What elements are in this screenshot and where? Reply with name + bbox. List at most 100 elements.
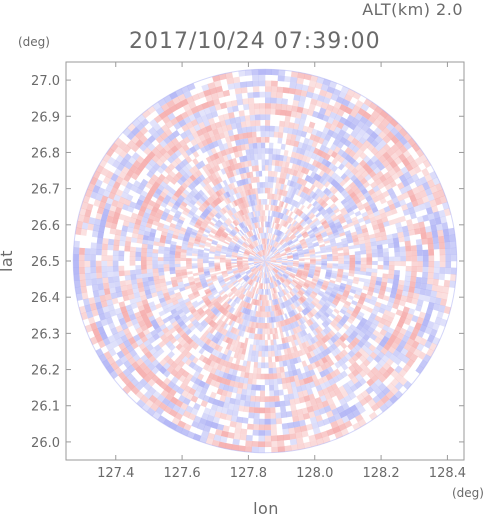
radar-cell [296, 319, 302, 326]
radar-cell [388, 265, 395, 271]
radar-cell [292, 263, 299, 266]
radar-cell [290, 272, 296, 276]
radar-cell [309, 344, 316, 351]
radar-cell [299, 379, 306, 386]
radar-cell [226, 124, 233, 131]
radar-cell [234, 427, 242, 435]
radar-cell [167, 287, 174, 293]
radar-cell [292, 267, 298, 271]
radar-cell [146, 260, 153, 266]
radar-cell [381, 179, 390, 187]
radar-cell [137, 331, 146, 339]
radar-cell [209, 251, 215, 254]
radar-cell [238, 305, 243, 312]
radar-cell [273, 267, 279, 272]
radar-cell [377, 222, 385, 229]
radar-cell [234, 272, 240, 276]
radar-cell [270, 91, 278, 98]
radar-cell [226, 77, 234, 85]
radar-field [72, 68, 458, 454]
radar-cell [129, 256, 136, 261]
radar-cell [237, 364, 243, 372]
radar-cell [262, 289, 264, 295]
radar-cell [248, 255, 255, 258]
radar-cell [367, 188, 376, 196]
radar-cell [269, 239, 272, 245]
radar-cell [282, 172, 287, 179]
radar-cell [355, 261, 361, 265]
radar-cell [225, 280, 232, 285]
radar-cell [354, 305, 362, 312]
radar-cell [371, 309, 379, 316]
radar-cell [264, 266, 265, 273]
radar-cell [339, 308, 347, 315]
radar-cell [252, 429, 260, 436]
radar-cell [294, 208, 300, 215]
radar-cell [391, 283, 399, 290]
radar-cell [261, 272, 263, 278]
radar-cell [306, 163, 313, 170]
radar-cell [182, 198, 190, 205]
radar-cell [324, 174, 332, 182]
radar-cell [246, 290, 251, 297]
radar-cell [240, 209, 245, 216]
radar-cell [262, 255, 265, 261]
radar-cell [245, 69, 253, 76]
radar-cell [268, 317, 272, 323]
radar-cell [299, 185, 305, 192]
radar-cell [195, 162, 203, 170]
radar-cell [422, 181, 430, 191]
radar-cell [169, 409, 178, 418]
radar-cell [203, 254, 209, 258]
radar-cell [131, 118, 141, 128]
radar-cell [347, 142, 356, 150]
radar-cell [216, 295, 222, 301]
radar-cell [242, 214, 247, 221]
radar-cell [210, 274, 217, 279]
radar-cell [411, 255, 418, 262]
radar-cell [139, 378, 148, 387]
radar-cell [271, 362, 277, 368]
radar-cell [268, 311, 271, 318]
radar-cell [306, 388, 314, 396]
radar-cell [349, 261, 356, 265]
radar-cell [233, 151, 240, 158]
radar-cell [286, 268, 292, 271]
radar-cell [282, 343, 287, 350]
radar-cell [268, 233, 270, 239]
radar-cell [362, 155, 371, 164]
radar-cell [181, 243, 188, 248]
radar-cell [265, 249, 266, 256]
radar-cell [266, 283, 268, 290]
radar-cell [309, 381, 316, 389]
radar-cell [321, 321, 328, 329]
radar-cell [163, 307, 171, 314]
radar-cell [242, 383, 248, 390]
radar-cell [351, 354, 359, 362]
radar-cell [283, 281, 289, 287]
radar-cell [325, 288, 332, 294]
radar-cell [338, 186, 345, 194]
radar-cell [261, 339, 265, 346]
radar-cell [416, 197, 425, 206]
radar-cell [254, 299, 257, 306]
radar-cell [208, 174, 215, 182]
radar-cell [401, 355, 410, 364]
radar-cell [291, 268, 298, 272]
radar-cell [301, 407, 309, 415]
radar-cell [428, 261, 435, 268]
radar-cell [338, 423, 347, 432]
radar-cell [322, 387, 330, 396]
radar-cell [249, 253, 255, 257]
radar-cell [292, 255, 299, 258]
radar-cell [227, 217, 233, 224]
radar-cell [225, 238, 231, 243]
radar-cell [395, 293, 402, 301]
radar-cell [354, 251, 361, 255]
radar-cell [285, 279, 291, 285]
radar-cell [210, 123, 217, 131]
radar-cell [364, 218, 372, 225]
radar-cell [220, 250, 227, 253]
radar-cell [140, 354, 149, 363]
radar-cell [285, 342, 290, 349]
